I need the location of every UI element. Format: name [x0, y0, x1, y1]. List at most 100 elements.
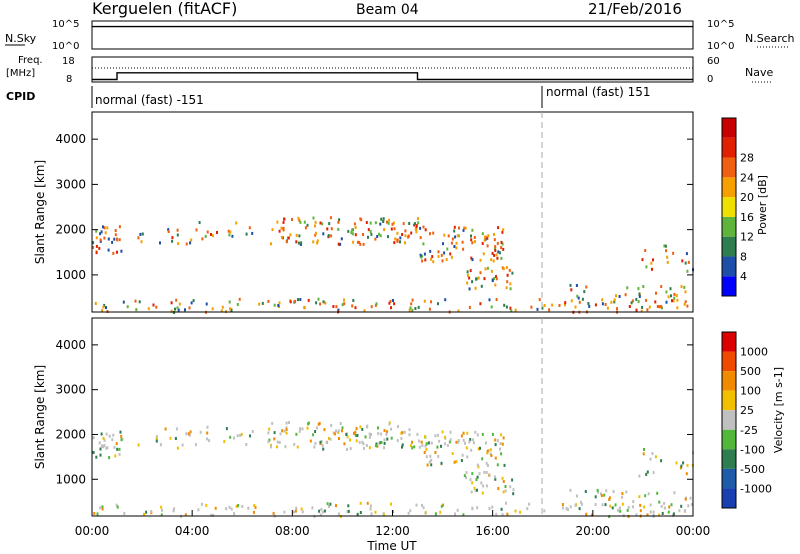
scatter-cell [407, 511, 410, 515]
scatter-cell [508, 268, 511, 272]
scatter-cell [502, 247, 505, 251]
scatter-cell [99, 232, 102, 236]
scatter-cell [319, 221, 322, 225]
power-panel-frame [91, 111, 694, 313]
scatter-cell [680, 285, 683, 289]
scatter-cell [668, 505, 671, 509]
scatter-cell [364, 435, 367, 439]
scatter-cell [469, 478, 472, 482]
scatter-cell [465, 471, 468, 475]
colorbar-tick: 500 [740, 365, 761, 378]
scatter-cell [321, 443, 324, 447]
scatter-cell [637, 287, 640, 291]
scatter-cell [369, 504, 372, 508]
scatter-cell [543, 304, 546, 307]
scatter-cell [188, 306, 191, 310]
scatter-cell [399, 236, 402, 240]
scatter-cell [354, 306, 357, 310]
scatter-cell [332, 305, 335, 308]
scatter-cell [280, 226, 283, 230]
scatter-cell [471, 507, 474, 511]
scatter-cell [646, 513, 649, 517]
scatter-cell [301, 510, 304, 514]
scatter-cell [321, 222, 324, 226]
scatter-cell [155, 435, 158, 439]
scatter-cell [258, 302, 261, 306]
scatter-cell [210, 513, 213, 517]
xtick-label: 08:00 [275, 524, 310, 538]
scatter-cell [383, 441, 386, 445]
scatter-cell [380, 432, 383, 436]
scatter-cell [611, 506, 614, 510]
scatter-cell [670, 503, 673, 507]
scatter-cell [396, 238, 399, 242]
scatter-cell [102, 445, 105, 448]
scatter-cell [376, 444, 379, 448]
scatter-cell [238, 297, 241, 301]
scatter-cell [390, 427, 393, 431]
scatter-cell [423, 252, 426, 256]
scatter-cell [173, 507, 176, 511]
scatter-cell [278, 229, 281, 233]
scatter-cell [686, 304, 689, 308]
scatter-cell [374, 237, 377, 241]
scatter-cell [355, 427, 358, 431]
scatter-cell [377, 426, 379, 430]
scatter-cell [368, 435, 371, 439]
scatter-cell [642, 285, 645, 288]
scatter-cell [460, 459, 463, 462]
power-colorbar-label: Power [dB] [756, 175, 769, 235]
scatter-cell [649, 503, 652, 507]
colorbar-tick: 1000 [740, 346, 768, 359]
scatter-cell [339, 242, 342, 246]
scatter-cell [346, 435, 349, 439]
scatter-cell [120, 435, 123, 438]
scatter-cell [320, 440, 323, 444]
scatter-cell [314, 231, 317, 235]
scatter-cell [609, 504, 612, 508]
scatter-cell [458, 226, 460, 230]
scatter-cell [287, 236, 290, 240]
scatter-cell [225, 507, 228, 511]
scatter-cell [101, 309, 104, 312]
scatter-cell [588, 304, 591, 308]
scatter-cell [510, 309, 513, 313]
scatter-cell [483, 470, 486, 474]
scatter-cell [387, 235, 389, 239]
ytick-label: 2000 [55, 427, 86, 441]
scatter-cell [501, 230, 504, 234]
scatter-cell [672, 299, 675, 303]
scatter-cell [123, 512, 126, 515]
scatter-cell [225, 427, 228, 431]
scatter-cell [241, 505, 244, 508]
scatter-cell [648, 305, 651, 309]
scatter-cell [575, 284, 578, 287]
scatter-cell [453, 225, 456, 229]
ytick-label: 3000 [55, 383, 86, 397]
scatter-cell [502, 490, 505, 494]
scatter-cell [115, 442, 118, 446]
scatter-cell [489, 452, 492, 456]
scatter-cell [561, 503, 564, 506]
scatter-cell [338, 437, 340, 440]
scatter-cell [446, 444, 449, 447]
scatter-cell [111, 438, 114, 442]
scatter-cell [239, 433, 242, 437]
scatter-cell [456, 508, 459, 512]
scatter-cell [462, 247, 465, 251]
scatter-cell [496, 256, 499, 260]
scatter-cell [596, 488, 599, 492]
scatter-cell [675, 461, 678, 465]
colorbar-tick: 20 [740, 191, 754, 204]
scatter-cell [366, 425, 368, 429]
nave-label: Nave [745, 66, 773, 79]
scatter-cell [98, 246, 101, 250]
scatter-cell [204, 234, 207, 238]
scatter-cell [92, 436, 95, 440]
scatter-cell [108, 434, 111, 438]
scatter-cell [495, 275, 497, 279]
scatter-cell [477, 447, 480, 451]
scatter-cell [145, 510, 148, 514]
scatter-cell [500, 256, 503, 260]
scatter-cell [352, 299, 355, 302]
